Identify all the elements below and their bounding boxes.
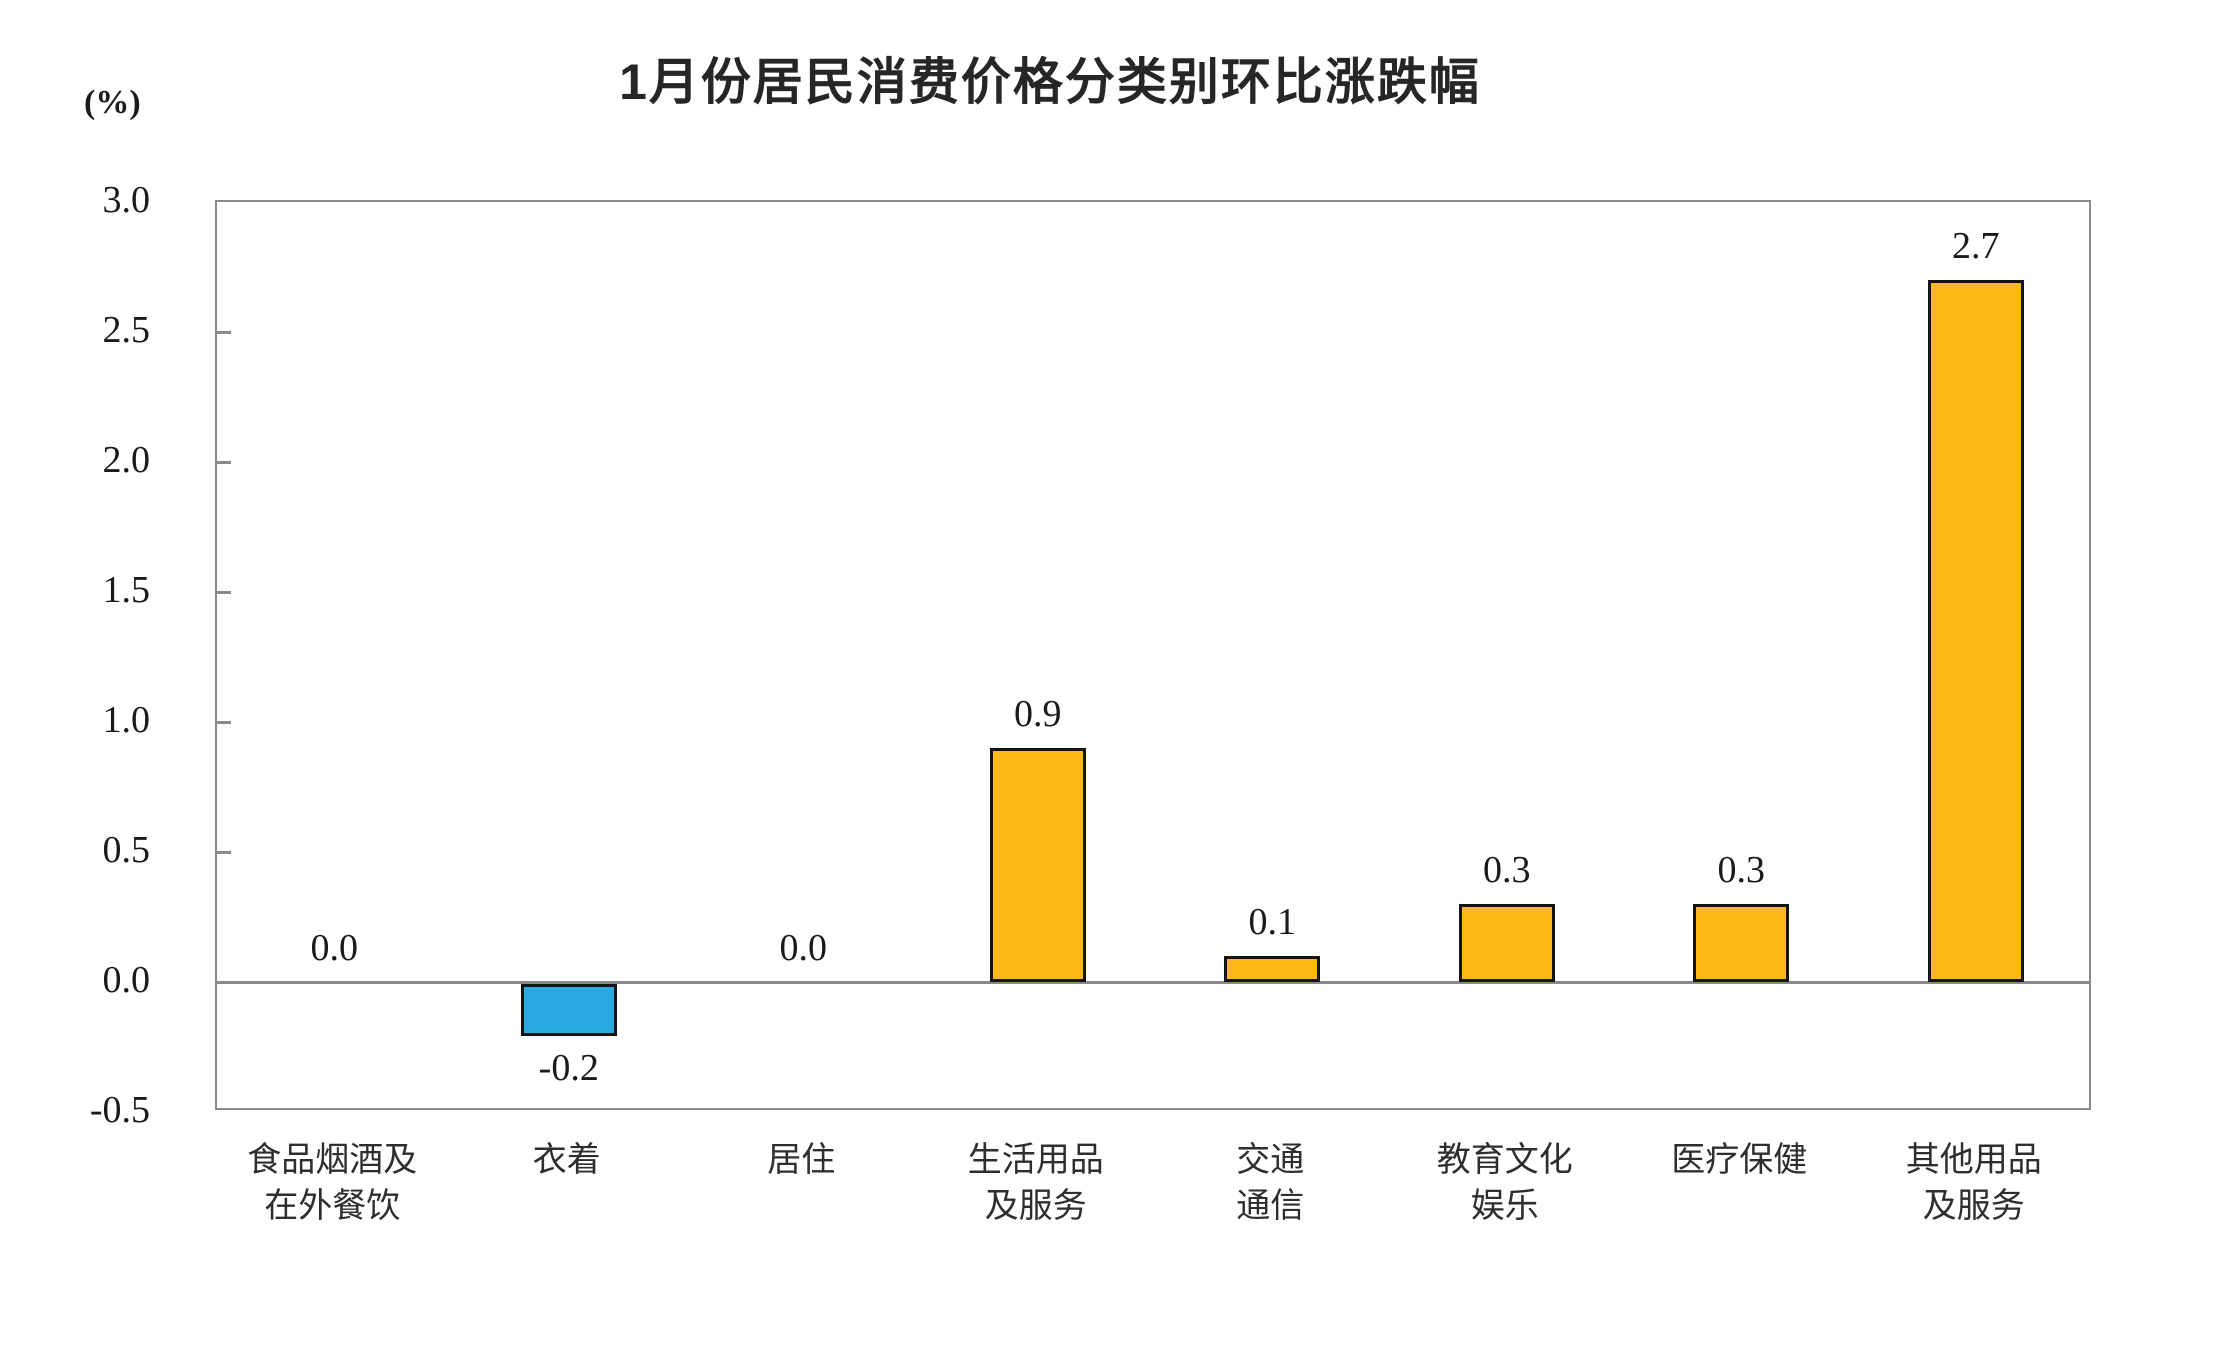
bar-3 [989,748,1086,982]
y-tick-label: 0.0 [102,959,151,1001]
y-tick-label: 0.5 [102,829,151,871]
bar-value-label: 0.3 [1483,849,1531,891]
bar-1 [520,983,617,1036]
bar-value-label: 2.7 [1952,225,2000,267]
y-tick-label: 1.5 [102,569,151,611]
category-label-3: 生活用品 及服务 [967,1142,1104,1225]
category-label-7: 其他用品 及服务 [1905,1142,2042,1225]
bar-7 [1927,280,2024,982]
bar-value-label: 0.9 [1014,693,1062,735]
bar-value-label: 0.0 [779,927,828,969]
category-label-1: 衣着 [532,1142,601,1179]
y-axis-unit-label: (%) [84,84,141,121]
category-label-6: 医疗保健 [1671,1142,1808,1179]
category-label-2: 居住 [767,1142,836,1179]
bar-5 [1458,904,1555,982]
bar-6 [1693,904,1790,982]
y-tick-label: 3.0 [102,179,151,221]
y-tick-label: 2.5 [102,309,151,351]
bar-value-label: 0.0 [310,927,359,969]
y-tick-label: -0.5 [89,1089,150,1131]
plot-area: 0.0 -0.2 0.0 0.9 0.1 0.3 0.3 2.7 [215,200,2091,1110]
bar-value-label: 0.3 [1717,849,1766,891]
y-tick-mark [217,330,231,334]
y-tick-label: 1.0 [102,699,151,741]
y-tick-mark [217,590,231,594]
y-tick-mark [217,850,231,854]
y-tick-mark [217,460,231,464]
bar-4 [1224,956,1321,982]
category-label-0: 食品烟酒及 在外餐饮 [247,1142,418,1225]
zero-baseline [217,980,2089,984]
bar-value-label: 0.1 [1248,901,1297,943]
bar-value-label: -0.2 [538,1047,599,1089]
category-label-5: 教育文化 娱乐 [1436,1142,1573,1225]
category-label-4: 交通 通信 [1236,1142,1305,1225]
chart-title: 1月份居民消费价格分类别环比涨跌幅 [619,54,1481,110]
y-tick-label: 2.0 [102,439,151,481]
y-tick-mark [217,720,231,724]
